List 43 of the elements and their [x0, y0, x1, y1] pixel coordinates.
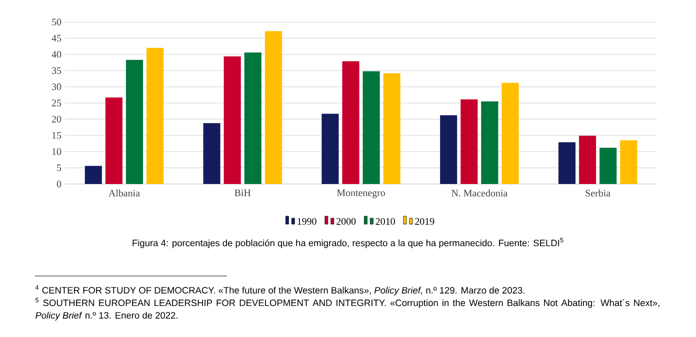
- y-tick-label: 30: [52, 83, 62, 90]
- bar: [481, 101, 498, 184]
- x-tick-label: Serbia: [586, 190, 610, 197]
- bar: [105, 97, 122, 184]
- x-tick-label: N. Macedonia: [451, 190, 508, 197]
- bar: [264, 31, 282, 184]
- bar: [146, 48, 164, 184]
- y-tick-label: 5: [57, 164, 62, 172]
- bar: [342, 61, 360, 184]
- bar: [620, 140, 638, 184]
- bar: [244, 52, 262, 184]
- bar: [440, 115, 458, 184]
- bar: [322, 114, 339, 184]
- bar: [126, 60, 144, 184]
- legend-label: 2000: [336, 218, 356, 225]
- text: $^{4}$ CENTER FOR STUDY OF DEMOCRACY. «The future of the Western Balkans», Policy Brief, n.º 129. Marzo de 2023.: [35, 285, 524, 296]
- bar: [558, 142, 576, 184]
- y-tick-label: 15: [52, 132, 62, 139]
- bar: [224, 56, 241, 184]
- x-tick-label: Albania: [108, 190, 140, 197]
- y-tick-label: 45: [52, 34, 62, 42]
- legend-label: 2019: [415, 218, 434, 225]
- bar: [362, 71, 380, 184]
- y-tick-label: 20: [52, 116, 62, 123]
- y-tick-label: 40: [52, 51, 62, 58]
- x-tick-label: BiH: [234, 190, 251, 196]
- y-tick-label: 25: [52, 100, 62, 106]
- bar: [502, 82, 519, 184]
- x-tick-label: Montenegro: [336, 190, 385, 198]
- bar: [383, 73, 400, 184]
- legend-label: 2010: [376, 218, 395, 225]
- bar: [84, 166, 102, 184]
- bar: [579, 136, 596, 184]
- legend-label: 1990: [298, 218, 316, 225]
- text: Figura 4: porcentajes de población que ha emigrado, respecto a la que ha permanecido. Fuente: SELDI$^{5}$: [132, 238, 564, 248]
- text: $^{5}$ SOUTHERN EUROPEAN LEADERSHIP FOR DEVELOPMENT AND INTEGRITY. «Corruption in the Western Balkans Not Abating: What´s Next», Policy Brief n.º 13. Enero de 2022.: [35, 298, 660, 320]
- bar: [600, 148, 617, 184]
- bar: [203, 123, 220, 184]
- y-tick-label: 50: [52, 18, 62, 26]
- bar: [460, 99, 478, 184]
- y-tick-label: 0: [56, 180, 62, 188]
- y-tick-label: 35: [52, 67, 62, 74]
- y-tick-label: 10: [52, 148, 62, 155]
